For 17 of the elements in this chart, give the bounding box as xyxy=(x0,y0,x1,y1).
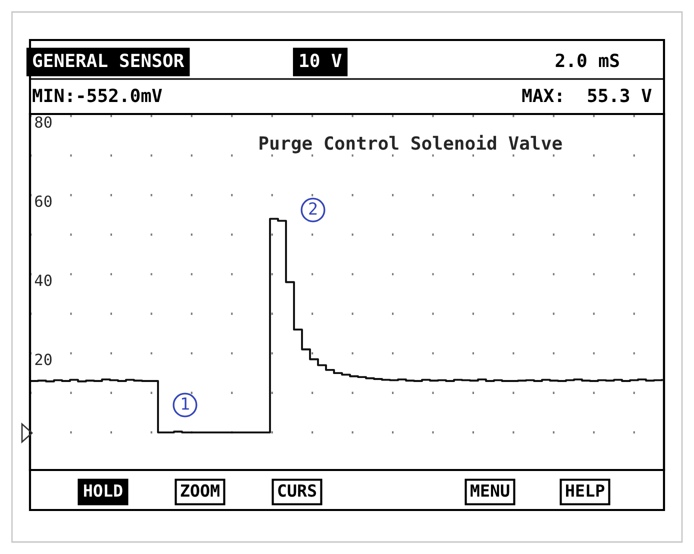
text: 2.0 mS xyxy=(556,54,619,68)
y-tick-label: 80 xyxy=(35,116,52,128)
y-tick-label: 60 xyxy=(35,195,52,207)
text: HELP xyxy=(566,484,604,497)
annotation: 1 xyxy=(182,397,189,410)
annotation: 2 xyxy=(309,202,317,215)
y-tick-label: 40 xyxy=(34,274,52,286)
text: ZOOM xyxy=(180,484,220,497)
text: GENERAL SENSOR xyxy=(33,54,184,68)
text: HOLD xyxy=(84,484,122,497)
text: MIN:-552.0mV xyxy=(32,88,162,102)
text: MAX: 55.3 V xyxy=(522,88,652,102)
text: MENU xyxy=(470,484,510,497)
text: Purge Control Solenoid Valve xyxy=(260,134,562,154)
text: 10 V xyxy=(300,54,342,68)
y-tick-label: 20 xyxy=(35,354,52,366)
text: CURS xyxy=(278,484,316,497)
